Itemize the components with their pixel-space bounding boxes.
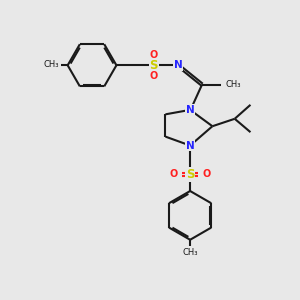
Text: N: N <box>186 140 194 151</box>
Text: CH₃: CH₃ <box>43 61 59 70</box>
Text: S: S <box>186 168 194 181</box>
Text: N: N <box>186 105 194 115</box>
Text: N: N <box>174 60 183 70</box>
Text: CH₃: CH₃ <box>225 80 241 88</box>
Text: O: O <box>149 50 158 60</box>
Text: O: O <box>149 71 158 81</box>
Text: O: O <box>170 169 178 179</box>
Text: O: O <box>202 169 211 179</box>
Text: CH₃: CH₃ <box>182 248 198 257</box>
Text: S: S <box>149 59 158 72</box>
